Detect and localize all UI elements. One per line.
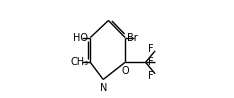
Text: O: O [121,66,129,76]
Text: Br: Br [127,33,138,43]
Text: CH₃: CH₃ [70,57,88,67]
Text: F: F [148,71,154,81]
Text: N: N [99,83,107,93]
Text: F: F [148,44,154,54]
Text: HO: HO [73,33,88,43]
Text: F: F [148,57,154,67]
